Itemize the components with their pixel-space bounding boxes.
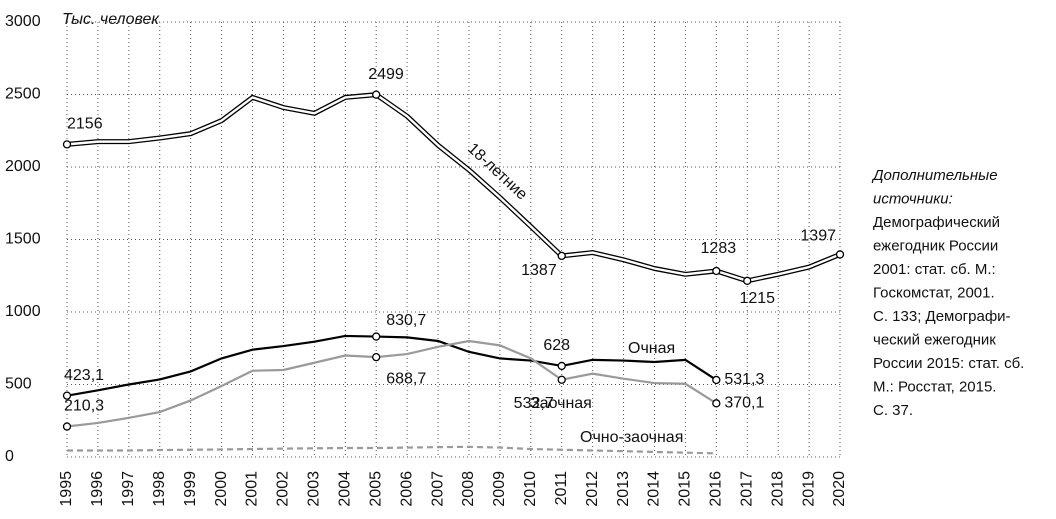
data-label: 210,3 (64, 398, 104, 415)
x-tick-label: 1999 (182, 471, 199, 507)
note-line: С. 37. (873, 402, 913, 419)
note-line: 2001: стат. сб. М.: (873, 261, 996, 278)
x-tick-label: 1996 (89, 471, 106, 507)
data-label: 1397 (800, 228, 836, 245)
x-tick-label: 2002 (275, 471, 292, 507)
y-tick-label: 3000 (5, 13, 41, 30)
x-tick-label: 2006 (398, 471, 415, 507)
x-tick-label: 2008 (460, 471, 477, 507)
series-label: Очная (628, 340, 675, 357)
note-line: ческий ежегодник (873, 331, 996, 348)
point-marker (712, 266, 721, 276)
y-tick-label: 0 (5, 448, 14, 465)
note-line: С. 133; Демографи- (873, 308, 1011, 325)
point-marker (372, 352, 381, 362)
y-tick-label: 2500 (5, 86, 41, 103)
data-label: 2499 (368, 66, 404, 83)
x-tick-label: 2015 (677, 471, 694, 507)
note-line: Госкомстат, 2001. (873, 284, 995, 301)
x-tick-label: 2016 (708, 471, 725, 507)
x-tick-label: 2001 (244, 471, 261, 507)
note-line: ежегодник России (873, 237, 998, 254)
point-marker (557, 361, 566, 371)
data-label: 1283 (701, 240, 737, 257)
point-marker (835, 250, 845, 259)
point-marker (712, 375, 721, 385)
data-label: 423,1 (64, 367, 104, 384)
x-tick-label: 2004 (336, 471, 353, 507)
x-tick-label: 2010 (522, 471, 539, 507)
point-marker (557, 251, 566, 261)
y-tick-label: 500 (5, 376, 32, 393)
data-label: 370,1 (724, 395, 764, 412)
note-line: Демографический (873, 214, 1000, 231)
y-tick-label: 1000 (5, 303, 41, 320)
line-series (67, 445, 717, 455)
x-tick-label: 2011 (553, 471, 570, 506)
x-tick-label: 2005 (367, 471, 384, 507)
x-tick-label: 2017 (738, 471, 755, 507)
line-series (66, 339, 717, 428)
note-line: России 2015: стат. сб. (873, 355, 1024, 372)
x-tick-label: 2020 (831, 471, 848, 507)
y-axis-title: Тыс. человек (62, 11, 160, 28)
point-marker (743, 276, 752, 285)
point-marker (712, 399, 721, 408)
x-tick-label: 1995 (58, 471, 75, 507)
data-label: 688,7 (386, 370, 426, 387)
data-label: 830,7 (386, 312, 426, 329)
x-tick-label: 2003 (306, 471, 323, 507)
line-series-inner (66, 93, 841, 283)
data-label: 532,7 (514, 395, 554, 412)
point-marker (62, 140, 72, 149)
line-series (66, 334, 717, 397)
data-label: 628 (543, 337, 570, 354)
note-title: Дополнительные (871, 167, 998, 184)
data-label: 1387 (521, 262, 557, 279)
note-title: источники: (873, 190, 953, 207)
point-marker (372, 332, 381, 341)
y-tick-label: 1500 (5, 231, 41, 248)
x-tick-label: 1997 (120, 471, 137, 507)
x-tick-label: 2013 (615, 471, 632, 507)
y-tick-label: 2000 (5, 158, 41, 175)
x-tick-label: 2014 (646, 471, 663, 507)
data-label: 1215 (739, 290, 775, 307)
x-tick-label: 2009 (491, 471, 508, 507)
x-tick-label: 2000 (213, 471, 230, 507)
x-tick-label: 2019 (800, 471, 817, 507)
data-label: 531,3 (724, 371, 764, 388)
x-tick-label: 1998 (151, 471, 168, 507)
x-tick-label: 2012 (584, 471, 601, 507)
x-tick-label: 2018 (769, 471, 786, 507)
point-marker (557, 375, 566, 384)
point-marker (62, 422, 72, 431)
x-tick-label: 2007 (429, 471, 446, 507)
series-label: Очно-заочная (580, 429, 683, 446)
data-label: 2156 (67, 116, 103, 133)
series-label: Заочная (530, 395, 592, 412)
point-marker (62, 391, 72, 400)
point-marker (372, 90, 381, 99)
note-line: М.: Росстат, 2015. (873, 378, 996, 395)
